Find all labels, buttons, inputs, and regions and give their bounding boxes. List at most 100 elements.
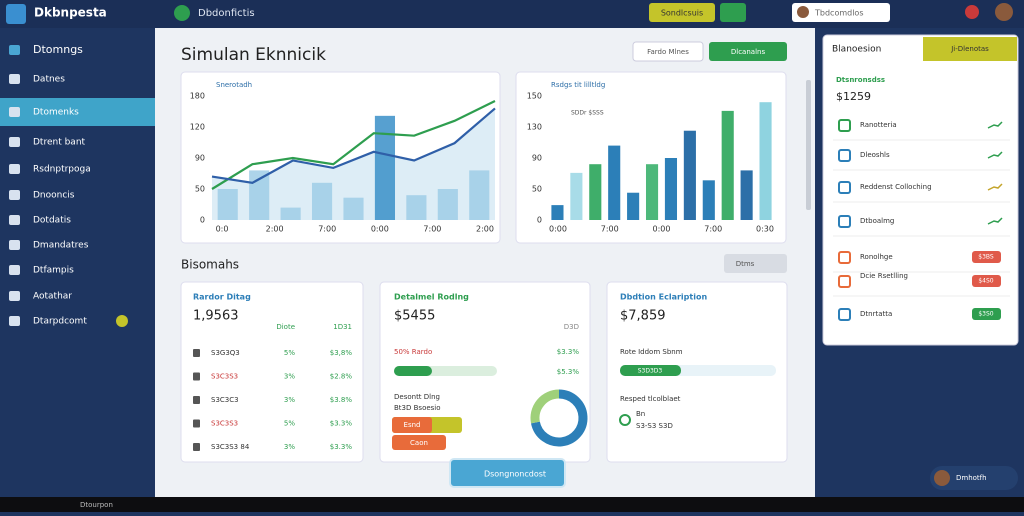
row-label: S3G3Q3 (211, 349, 240, 357)
chip-label: Esnd (404, 421, 421, 429)
top-toggle[interactable] (720, 3, 746, 22)
action-button[interactable] (709, 42, 787, 61)
menu-item[interactable]: Aotathar (33, 292, 72, 302)
cards: Rardor Ditag 1,9563 Diote 1D31 S3G3Q3 5% $3,8%… (193, 293, 776, 451)
panel-item[interactable]: Dtnrtatta (860, 310, 892, 318)
sparkline (987, 217, 1003, 225)
menu-item[interactable]: Dtfampis (33, 266, 74, 276)
user-avatar[interactable] (995, 3, 1013, 21)
panel-item[interactable]: Dtboalmg (860, 217, 894, 225)
active-item (0, 98, 155, 126)
col-head: 1D31 (333, 323, 352, 331)
menu-item[interactable]: Dmandatres (33, 241, 89, 251)
menu-icon (9, 316, 20, 326)
x-tick-label: 0:00 (549, 225, 567, 234)
panel-subtitle: Dtsnronsdss (836, 76, 885, 84)
card-title: Dbdtion Eclaription (620, 293, 707, 302)
panel-badge-label: $4S0 (978, 278, 993, 285)
menu-icon (9, 240, 20, 250)
row-pct: 5% (284, 420, 295, 428)
area (212, 108, 495, 220)
logo (6, 4, 26, 24)
row-value: $3,8% (330, 349, 353, 357)
panel-item[interactable]: Ranotteria (860, 121, 897, 129)
item-icon (838, 215, 851, 228)
menu-item[interactable]: Rsdnptrpoga (33, 165, 91, 175)
bar (645, 164, 659, 220)
row-pct: 5% (284, 349, 295, 357)
panel-value: $1259 (836, 90, 871, 103)
panel-item[interactable]: Ronolhge (860, 253, 893, 261)
x-tick-label: 0:0 (216, 225, 229, 234)
user-chip[interactable] (930, 466, 1018, 490)
chip-label: Caon (410, 439, 428, 447)
panel-button[interactable] (923, 37, 1017, 61)
menu-item[interactable]: Datnes (33, 75, 65, 85)
x-tick-label: 7:00 (318, 225, 336, 234)
bar (551, 205, 564, 220)
section-button-label: Dtms (736, 260, 755, 268)
card-line: Desontt Dlng (394, 393, 440, 401)
menu-icon (9, 164, 20, 174)
row-icon (193, 372, 200, 381)
menu-icon (9, 291, 20, 301)
top-button-label: Sondlcsuis (661, 9, 703, 18)
y-tick-label: 150 (527, 92, 542, 101)
chip[interactable] (392, 435, 446, 450)
sidebar-menu: Dtomngs Datnes Dtomenks Dtrent bant Rsdnptrp… (0, 43, 155, 327)
scrollbar (806, 80, 811, 210)
card-line: Rote Iddom Sbnm (620, 348, 683, 356)
notification[interactable] (965, 5, 979, 19)
filter-button[interactable] (632, 41, 704, 62)
item-icon (838, 308, 851, 321)
menu-item[interactable]: Dnooncis (33, 191, 75, 201)
col-head: Diote (276, 323, 295, 331)
menu-icon (9, 107, 20, 117)
bar (311, 182, 333, 220)
y-tick-label: 130 (527, 123, 542, 132)
badge (620, 365, 681, 376)
panel-badge (972, 275, 1001, 287)
bar (217, 189, 238, 220)
row-value: $3.3% (330, 443, 353, 451)
y-tick-label: 120 (190, 123, 205, 132)
card-line-value: $5.3% (557, 368, 580, 376)
section-button[interactable] (724, 254, 787, 273)
menu-item[interactable]: Dotdatis (33, 216, 71, 226)
panel-item[interactable]: Dcie Rsetlling (860, 272, 908, 280)
row-icon (193, 396, 200, 404)
bar (570, 172, 583, 220)
panel-item[interactable]: Dleoshls (860, 151, 890, 159)
chip[interactable] (392, 417, 432, 433)
card-title: Detalmel Rodlng (394, 293, 469, 302)
menu-icon (9, 137, 20, 147)
bottom-button[interactable] (449, 458, 566, 488)
bar (721, 110, 734, 220)
bar (589, 164, 602, 220)
card-line: Resped tlcolblaet (620, 395, 681, 403)
card (180, 281, 364, 463)
menu-item[interactable]: Dtarpdcomt (33, 317, 87, 327)
progress-bar (394, 366, 432, 376)
menu-icon (9, 215, 20, 225)
menu-item[interactable]: Dtomenks (33, 108, 79, 118)
bar (759, 102, 772, 220)
card-line-value: $3.3% (557, 348, 580, 356)
menu-item[interactable]: Dtomngs (33, 43, 83, 56)
bar (740, 170, 753, 220)
item-icon (838, 181, 851, 194)
menu-item[interactable]: Dtrent bant (33, 138, 86, 148)
panel-badge-label: $3BS (978, 254, 994, 261)
bar (664, 158, 678, 220)
top-button[interactable] (649, 3, 715, 22)
item-icon (838, 119, 851, 132)
x-tick-label: 0:30 (756, 225, 774, 234)
card-corner: D3D (564, 323, 579, 331)
user-chip-avatar (934, 470, 950, 486)
search-box[interactable] (792, 3, 890, 22)
card-value: $7,859 (620, 309, 666, 324)
row-label: S3C3S3 84 (211, 443, 250, 451)
card-line: 50% Rardo (394, 348, 432, 356)
panel-item[interactable]: Reddenst Colloching (860, 183, 932, 191)
